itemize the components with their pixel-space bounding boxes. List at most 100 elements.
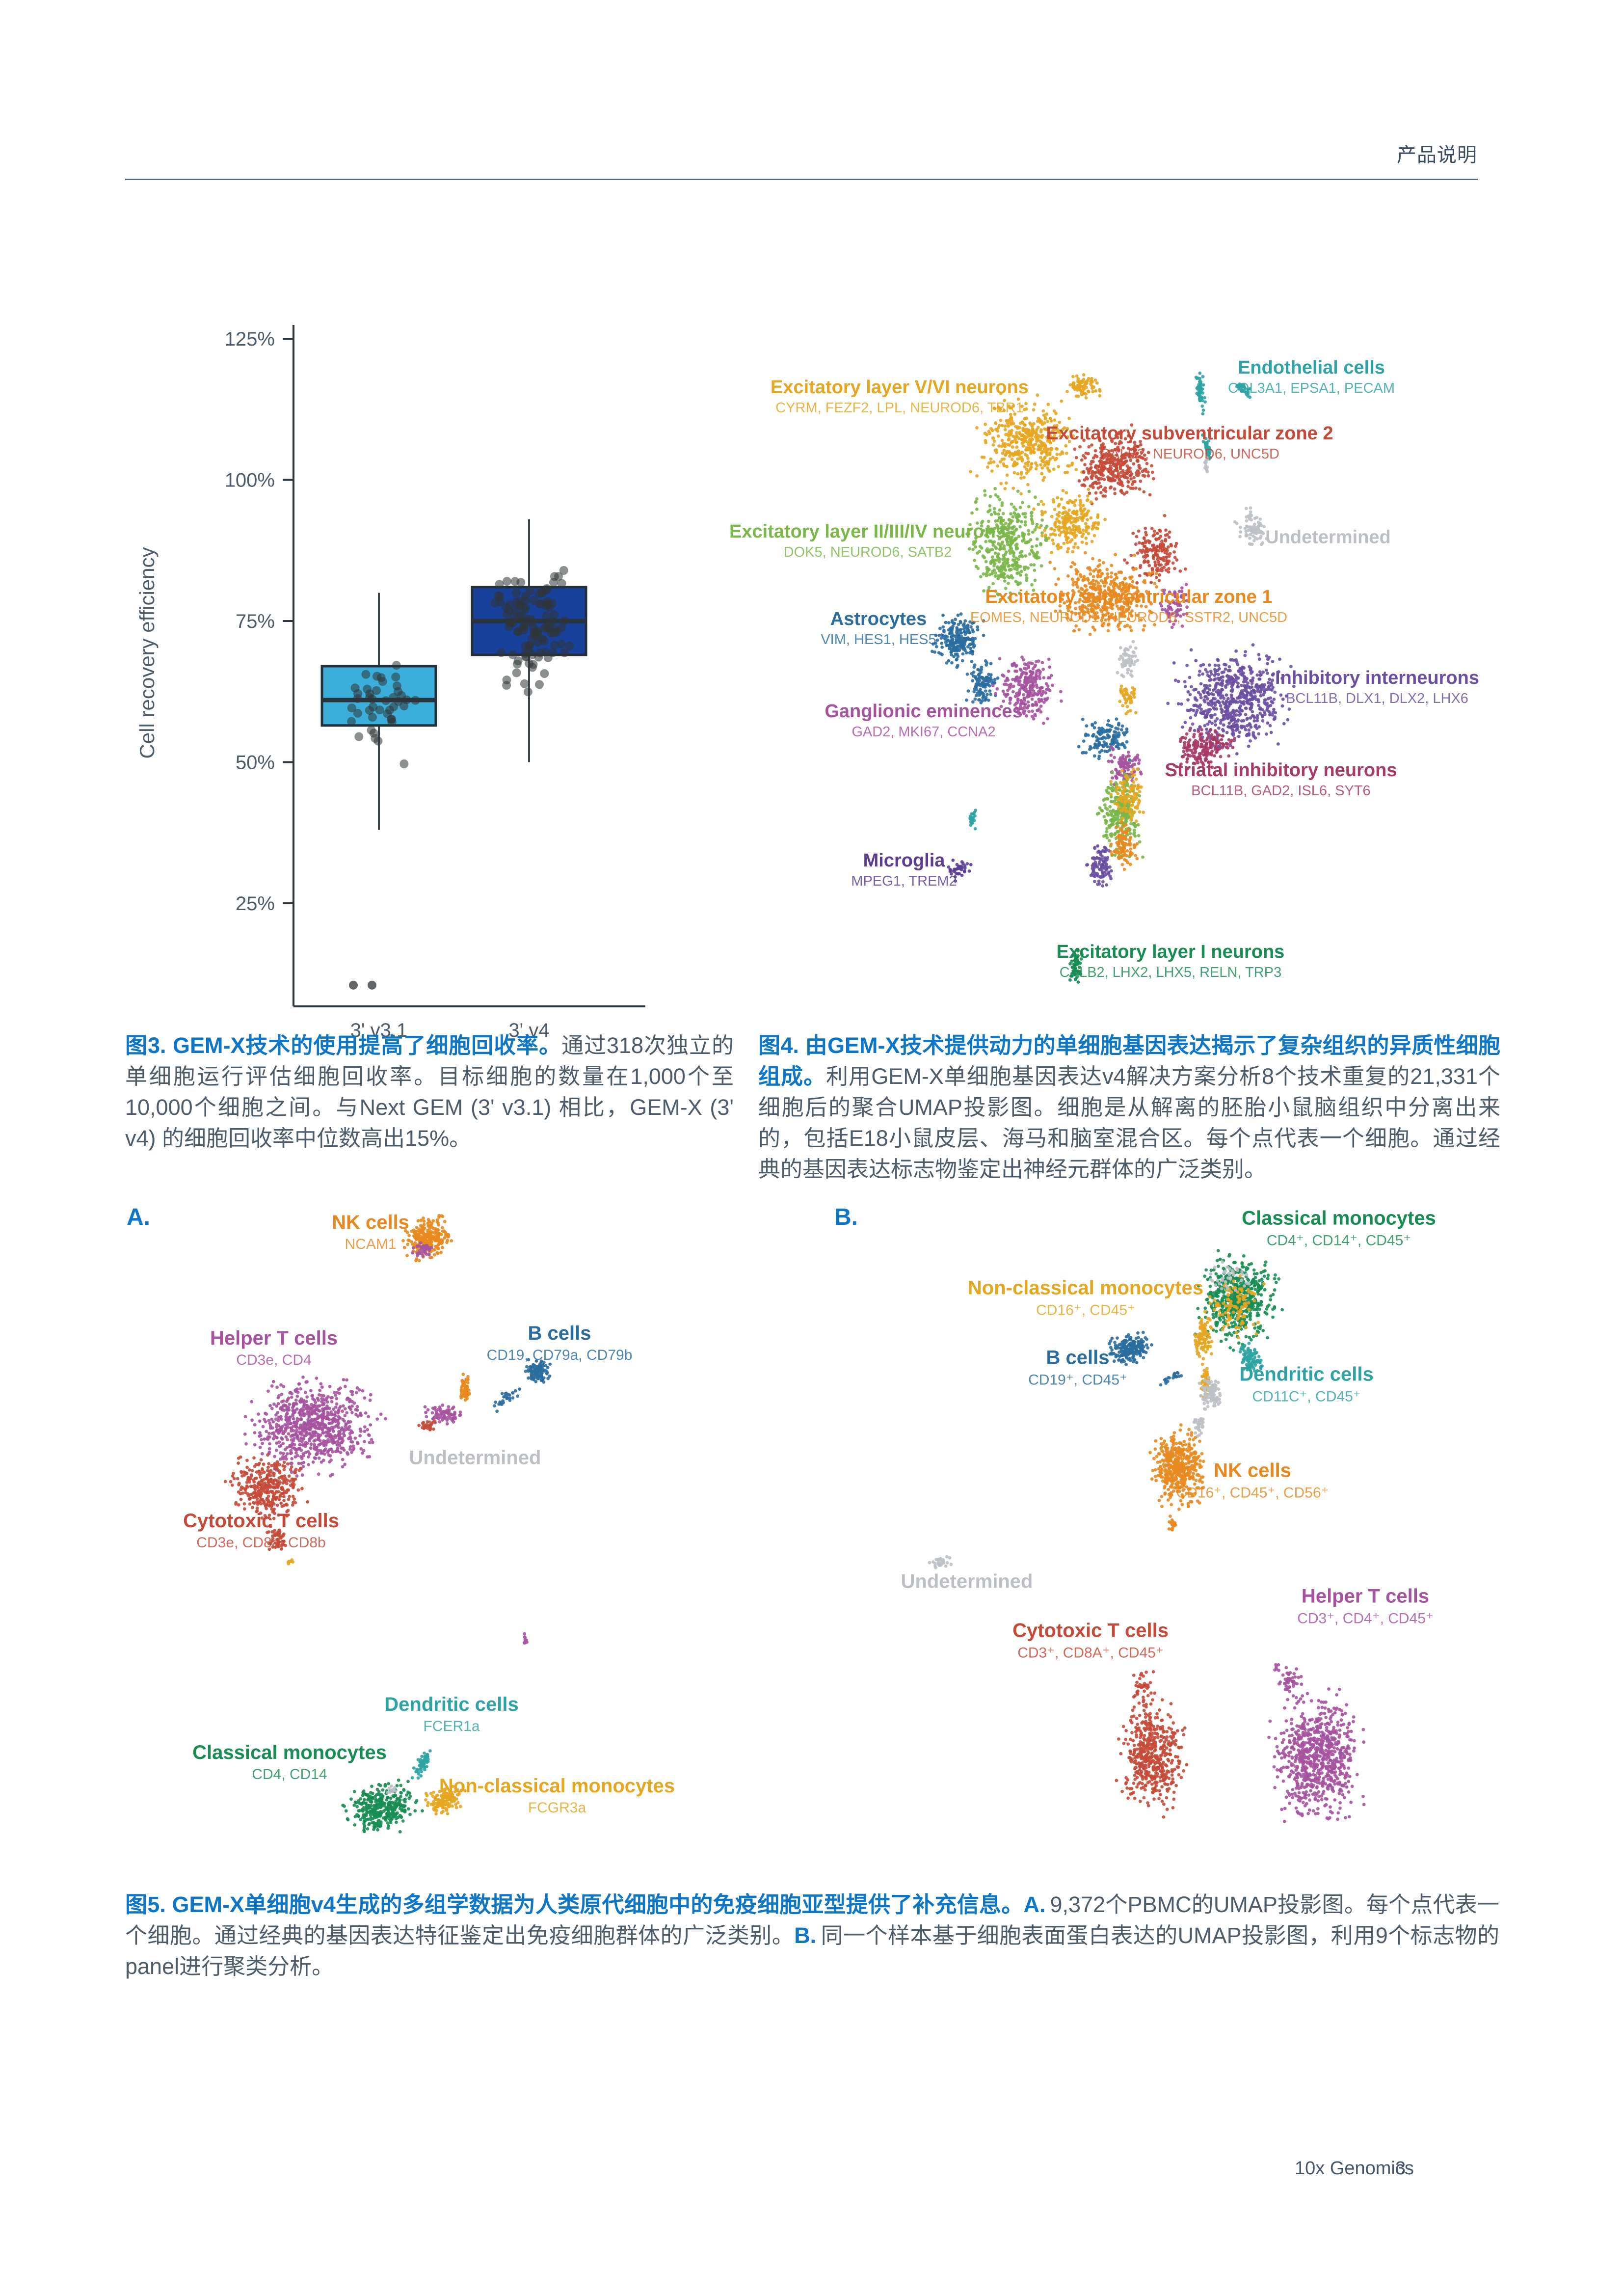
cluster-title: Helper T cells <box>210 1327 338 1349</box>
cluster-title: Dendritic cells <box>384 1694 519 1715</box>
cluster-marker-genes: COL3A1, EPSA1, PECAM <box>1227 380 1395 396</box>
cluster-title: Undetermined <box>409 1447 541 1469</box>
footer-brand: 10x Genomics <box>1295 2158 1414 2179</box>
figure3-caption-title: 图3. GEM-X技术的使用提高了细胞回收率。 <box>125 1033 562 1058</box>
cluster-title: NK cells <box>332 1212 409 1233</box>
footer-page-number: 3 <box>1395 2158 1406 2179</box>
cluster-title: Non-classical monocytes <box>967 1277 1204 1299</box>
figure3-caption-body: 通过318次独立的单细胞运行评估细胞回收率。目标细胞的数量在1,000个至10,… <box>125 1033 734 1151</box>
svg-text:75%: 75% <box>236 611 275 632</box>
cluster-marker-genes: CD19⁺, CD45⁺ <box>1028 1372 1127 1388</box>
cluster-label-non-classical-monocytes: Non-classical monocytes FCGR3a <box>439 1775 675 1816</box>
svg-text:25%: 25% <box>236 893 275 915</box>
cluster-marker-genes: CALB2, LHX2, LHX5, RELN, TRP3 <box>1059 965 1282 980</box>
cluster-title: Excitatory layer I neurons <box>1056 942 1285 962</box>
cluster-title: Undetermined <box>1265 527 1391 548</box>
cluster-label-undetermined: Undetermined <box>409 1447 541 1469</box>
cluster-title: Striatal inhibitory neurons <box>1165 760 1397 781</box>
cluster-marker-genes: BCL11B, DLX1, DLX2, LHX6 <box>1286 691 1468 706</box>
cluster-marker-genes: EOMES, NEUROD1, NEUROD6, SSTR2, UNC5D <box>970 610 1288 625</box>
cluster-title: Endothelial cells <box>1238 357 1385 378</box>
cluster-title: Excitatory layer V/VI neurons <box>771 377 1029 398</box>
figure5-caption: 图5. GEM-X单细胞v4生成的多组学数据为人类原代细胞中的免疫细胞亚型提供了… <box>125 1889 1499 1982</box>
cluster-label-dendritic-cells: Dendritic cells FCER1a <box>384 1694 518 1735</box>
cluster-marker-genes: CD3⁺, CD4⁺, CD45⁺ <box>1297 1610 1434 1627</box>
cluster-marker-genes: FCGR3a <box>528 1800 586 1816</box>
cluster-label-nk-cells: NK cells NCAM1 <box>332 1212 409 1253</box>
cluster-label-excitatory-layer-ii-iii-iv-neurons: Excitatory layer II/III/IV neurons DOK5, … <box>729 521 1006 561</box>
header-divider <box>125 179 1478 180</box>
cluster-label-helper-t-cells: Helper T cells CD3⁺, CD4⁺, CD45⁺ <box>1297 1586 1434 1627</box>
figure3-caption: 图3. GEM-X技术的使用提高了细胞回收率。通过318次独立的单细胞运行评估细… <box>125 1030 734 1154</box>
cluster-label-astrocytes: Astrocytes VIM, HES1, HES5 <box>821 609 936 648</box>
cluster-marker-genes: CD16⁺, CD45⁺ <box>1036 1302 1135 1319</box>
cluster-label-undetermined: Undetermined <box>1265 527 1390 548</box>
cluster-label-inhibitory-interneurons: Inhibitory interneurons BCL11B, DLX1, DLX… <box>1275 668 1479 707</box>
cluster-marker-genes: CD3e, CD4 <box>236 1352 312 1368</box>
figure4-caption: 图4. 由GEM-X技术提供动力的单细胞基因表达揭示了复杂组织的异质性细胞组成。… <box>758 1030 1500 1185</box>
page-header: 产品说明 <box>1397 144 1477 166</box>
cluster-marker-genes: MPEG1, TREM2 <box>851 873 957 889</box>
cluster-title: Ganglionic eminences <box>825 701 1023 722</box>
cluster-marker-genes: NCAM1 <box>345 1236 397 1252</box>
cluster-title: Excitatory subventricular zone 2 <box>1046 423 1333 444</box>
cluster-title: Classical monocytes <box>192 1742 387 1763</box>
cluster-label-endothelial-cells: Endothelial cells COL3A1, EPSA1, PECAM <box>1228 357 1395 397</box>
cluster-title: B cells <box>1046 1347 1110 1369</box>
cluster-marker-genes: CD16⁺, CD45⁺, CD56⁺ <box>1176 1485 1329 1501</box>
svg-text:125%: 125% <box>225 328 275 350</box>
cluster-label-nk-cells: NK cells CD16⁺, CD45⁺, CD56⁺ <box>1176 1460 1329 1502</box>
figure5-caption-title: 图5. GEM-X单细胞v4生成的多组学数据为人类原代细胞中的免疫细胞亚型提供了… <box>125 1892 1024 1917</box>
figure5-caption-a-body: 9,372个PBMC的UMAP投影图。每个点代表一个细胞。通过经典的基因表达特征… <box>125 1892 1499 1948</box>
cluster-label-excitatory-layer-v-vi-neurons: Excitatory layer V/VI neurons CYRM, FEZF2… <box>771 377 1029 416</box>
svg-text:50%: 50% <box>236 752 275 774</box>
svg-text:3' v3.1: 3' v3.1 <box>350 1020 408 1041</box>
cluster-label-undetermined: Undetermined <box>901 1571 1033 1593</box>
cluster-title: Excitatory subventricular zone 1 <box>985 587 1273 607</box>
cluster-marker-genes: CD3⁺, CD8A⁺, CD45⁺ <box>1017 1645 1164 1661</box>
cluster-marker-genes: FCER1a <box>423 1718 480 1734</box>
cluster-label-dendritic-cells: Dendritic cells CD11C⁺, CD45⁺ <box>1239 1364 1373 1405</box>
cluster-marker-genes: CD3e, CD8a, CD8b <box>196 1535 326 1551</box>
cluster-label-striatal-inhibitory-neurons: Striatal inhibitory neurons BCL11B, GAD2,… <box>1165 760 1397 799</box>
cluster-marker-genes: VIM, HES1, HES5 <box>821 632 936 648</box>
cluster-label-classical-monocytes: Classical monocytes CD4⁺, CD14⁺, CD45⁺ <box>1242 1208 1436 1249</box>
cluster-label-microglia: Microglia MPEG1, TREM2 <box>851 850 957 890</box>
figure5-caption-b-label: B. <box>794 1923 817 1948</box>
figure4-caption-body: 利用GEM-X单细胞基因表达v4解决方案分析8个技术重复的21,331个细胞后的… <box>758 1064 1500 1182</box>
cluster-title: Helper T cells <box>1301 1585 1430 1607</box>
cluster-label-b-cells: B cells CD19, CD79a, CD79b <box>487 1323 633 1364</box>
cluster-marker-genes: CD4, CD14 <box>252 1766 327 1783</box>
svg-text:3' v4: 3' v4 <box>508 1020 549 1041</box>
figure5-panel-b-letter: B. <box>834 1204 858 1230</box>
cluster-title: Cytotoxic T cells <box>1012 1620 1169 1642</box>
cluster-label-b-cells: B cells CD19⁺, CD45⁺ <box>1028 1347 1127 1389</box>
cluster-label-excitatory-subventricular-zone-1: Excitatory subventricular zone 1 EOMES, N… <box>970 587 1287 626</box>
figure5-panel-a-letter: A. <box>127 1204 150 1230</box>
cluster-title: Microglia <box>863 850 945 871</box>
cluster-marker-genes: CALB2, NEUROD6, UNC5D <box>1100 446 1279 462</box>
figure5-caption-a-label: A. <box>1023 1892 1046 1917</box>
cluster-marker-genes: CD11C⁺, CD45⁺ <box>1252 1388 1361 1405</box>
cluster-title: Undetermined <box>901 1570 1033 1593</box>
cluster-label-ganglionic-eminences: Ganglionic eminences GAD2, MKI67, CCNA2 <box>825 701 1022 740</box>
cluster-label-cytotoxic-t-cells: Cytotoxic T cells CD3⁺, CD8A⁺, CD45⁺ <box>1012 1620 1169 1662</box>
cluster-label-helper-t-cells: Helper T cells CD3e, CD4 <box>210 1327 338 1369</box>
cluster-title: Classical monocytes <box>1242 1207 1436 1229</box>
figure4-caption-title: 图4. 由GEM-X技术提供动力的单细胞基因表达揭示了复杂组织的异质性细胞组成。 <box>758 1033 1500 1089</box>
cluster-marker-genes: CYRM, FEZF2, LPL, NEUROD6, TBR1 <box>775 400 1024 416</box>
cluster-marker-genes: GAD2, MKI67, CCNA2 <box>851 724 996 740</box>
cluster-marker-genes: BCL11B, GAD2, ISL6, SYT6 <box>1191 783 1371 799</box>
cluster-title: Excitatory layer II/III/IV neurons <box>729 521 1006 542</box>
cluster-marker-genes: DOK5, NEUROD6, SATB2 <box>783 544 952 560</box>
cluster-title: NK cells <box>1214 1459 1291 1482</box>
cluster-title: Inhibitory interneurons <box>1275 668 1479 688</box>
boxplot-y-axis-label: Cell recovery efficiency <box>135 547 159 759</box>
cluster-title: Dendritic cells <box>1239 1363 1374 1385</box>
cluster-title: Astrocytes <box>830 609 927 629</box>
cluster-title: B cells <box>528 1323 591 1344</box>
cluster-title: Cytotoxic T cells <box>183 1510 339 1532</box>
cluster-label-non-classical-monocytes: Non-classical monocytes CD16⁺, CD45⁺ <box>968 1277 1203 1319</box>
